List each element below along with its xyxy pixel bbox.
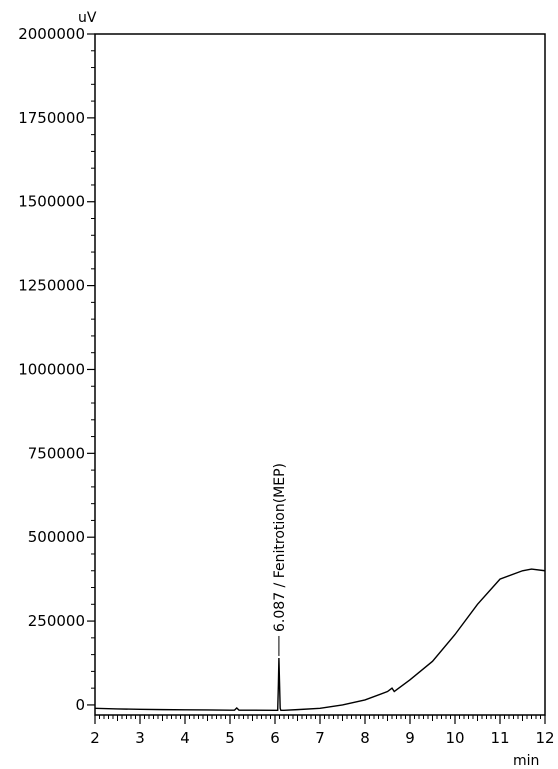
x-tick-label: 4 [180, 729, 190, 747]
x-unit-label: min [513, 753, 539, 769]
y-tick-label: 750000 [28, 444, 85, 462]
x-tick-label: 9 [405, 729, 415, 747]
x-tick-label: 7 [315, 729, 325, 747]
peak-label: 6.087 / Fenitrotion(MEP) [272, 463, 288, 632]
y-tick-label: 500000 [28, 528, 85, 546]
x-tick-label: 3 [135, 729, 145, 747]
x-tick-label: 12 [535, 729, 554, 747]
x-tick-label: 5 [225, 729, 235, 747]
y-tick-label: 1250000 [18, 277, 85, 295]
y-tick-label: 1500000 [18, 193, 85, 211]
x-axis-ticks: 2 3 4 5 6 7 8 9 10 11 12 [90, 715, 555, 747]
y-tick-label: 250000 [28, 612, 85, 630]
y-tick-label: 0 [75, 696, 85, 714]
signal-trace [94, 568, 546, 711]
x-tick-label: 6 [270, 729, 280, 747]
x-tick-label: 11 [490, 729, 509, 747]
y-axis-ticks: 0 250000 500000 750000 1000000 1250000 1500000… [18, 25, 95, 714]
y-tick-label: 2000000 [18, 25, 85, 43]
x-tick-label: 10 [445, 729, 464, 747]
y-unit-label: uV [78, 10, 97, 26]
y-tick-label: 1000000 [18, 360, 85, 378]
plot-frame [94, 33, 546, 716]
x-tick-label: 8 [360, 729, 370, 747]
y-tick-label: 1750000 [18, 109, 85, 127]
x-tick-label: 2 [90, 729, 100, 747]
